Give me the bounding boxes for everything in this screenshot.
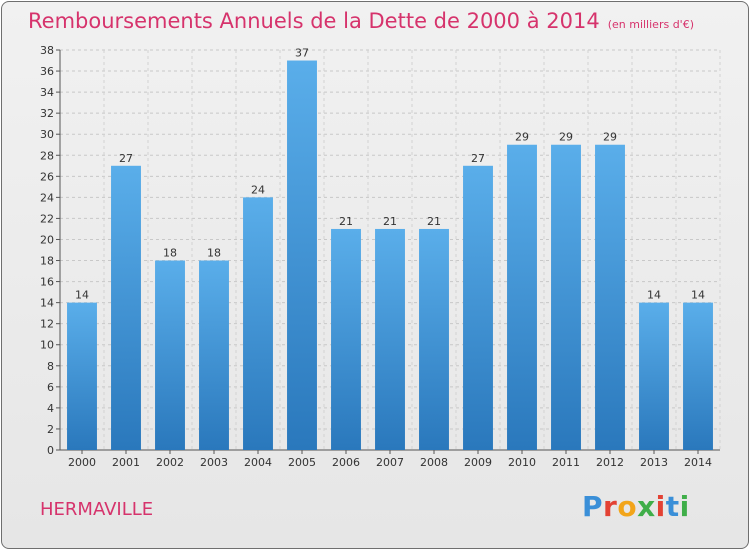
x-tick-label: 2005 (288, 456, 316, 469)
y-tick-label: 20 (40, 233, 54, 246)
y-tick-label: 24 (40, 191, 54, 204)
bar (463, 165, 493, 450)
bar-value-label: 14 (691, 289, 705, 302)
bar (243, 197, 273, 450)
bar (111, 165, 141, 450)
bar (639, 302, 669, 450)
chart-title-text: Remboursements Annuels de la Dette de 20… (28, 9, 600, 33)
bar (67, 302, 97, 450)
bar-value-label: 18 (163, 247, 177, 260)
y-tick-label: 30 (40, 128, 54, 141)
y-tick-label: 14 (40, 297, 54, 310)
bar (287, 60, 317, 451)
bar-value-label: 24 (251, 183, 265, 196)
bar-value-label: 21 (383, 215, 397, 228)
x-tick-label: 2000 (68, 456, 96, 469)
bars (67, 60, 713, 451)
y-tick-label: 26 (40, 170, 54, 183)
y-tick-label: 18 (40, 255, 54, 268)
y-tick-label: 32 (40, 107, 54, 120)
bar-value-label: 18 (207, 247, 221, 260)
bar-value-label: 29 (515, 131, 529, 144)
y-tick-label: 16 (40, 276, 54, 289)
y-tick-label: 4 (47, 402, 54, 415)
bar-value-label: 27 (119, 152, 133, 165)
bar-value-label: 29 (603, 131, 617, 144)
data-labels: 14 27 18 18 24 37 21 21 21 27 29 29 29 14 14 (75, 47, 705, 302)
x-tick-label: 2002 (156, 456, 184, 469)
chart-subtitle: (en milliers d'€) (607, 18, 694, 31)
y-tick-label: 2 (47, 423, 54, 436)
y-tick-label: 36 (40, 65, 54, 78)
x-tick-label: 2009 (464, 456, 492, 469)
y-tick-label: 12 (40, 318, 54, 331)
bar-value-label: 37 (295, 47, 309, 60)
bar-value-label: 29 (559, 131, 573, 144)
x-tick-label: 2001 (112, 456, 140, 469)
bar (683, 302, 713, 450)
city-name: HERMAVILLE (40, 499, 154, 520)
x-tick-label: 2004 (244, 456, 272, 469)
bar-value-label: 21 (427, 215, 441, 228)
x-tick-label: 2003 (200, 456, 228, 469)
bar-value-label: 21 (339, 215, 353, 228)
y-tick-label: 10 (40, 339, 54, 352)
chart-title: Remboursements Annuels de la Dette de 20… (28, 9, 694, 33)
bar (419, 228, 449, 450)
bar (595, 144, 625, 450)
y-tick-label: 28 (40, 149, 54, 162)
bar (199, 260, 229, 450)
bar-value-label: 14 (75, 289, 89, 302)
x-tick-label: 2008 (420, 456, 448, 469)
x-tick-label: 2006 (332, 456, 360, 469)
bar (155, 260, 185, 450)
x-tick-label: 2010 (508, 456, 536, 469)
y-tick-label: 8 (47, 360, 54, 373)
y-tick-label: 34 (40, 86, 54, 99)
y-tick-label: 22 (40, 212, 54, 225)
x-tick-label: 2007 (376, 456, 404, 469)
bar (375, 228, 405, 450)
bar (331, 228, 361, 450)
x-tick-label: 2014 (684, 456, 712, 469)
bar (551, 144, 581, 450)
bar-value-label: 27 (471, 152, 485, 165)
x-tick-label: 2011 (552, 456, 580, 469)
bar-value-label: 14 (647, 289, 661, 302)
y-tick-label: 0 (47, 444, 54, 457)
bar (507, 144, 537, 450)
y-tick-label: 38 (40, 44, 54, 57)
x-tick-label: 2013 (640, 456, 668, 469)
y-tick-label: 6 (47, 381, 54, 394)
x-tick-label: 2012 (596, 456, 624, 469)
proxiti-logo[interactable]: Proxiti (582, 490, 690, 523)
